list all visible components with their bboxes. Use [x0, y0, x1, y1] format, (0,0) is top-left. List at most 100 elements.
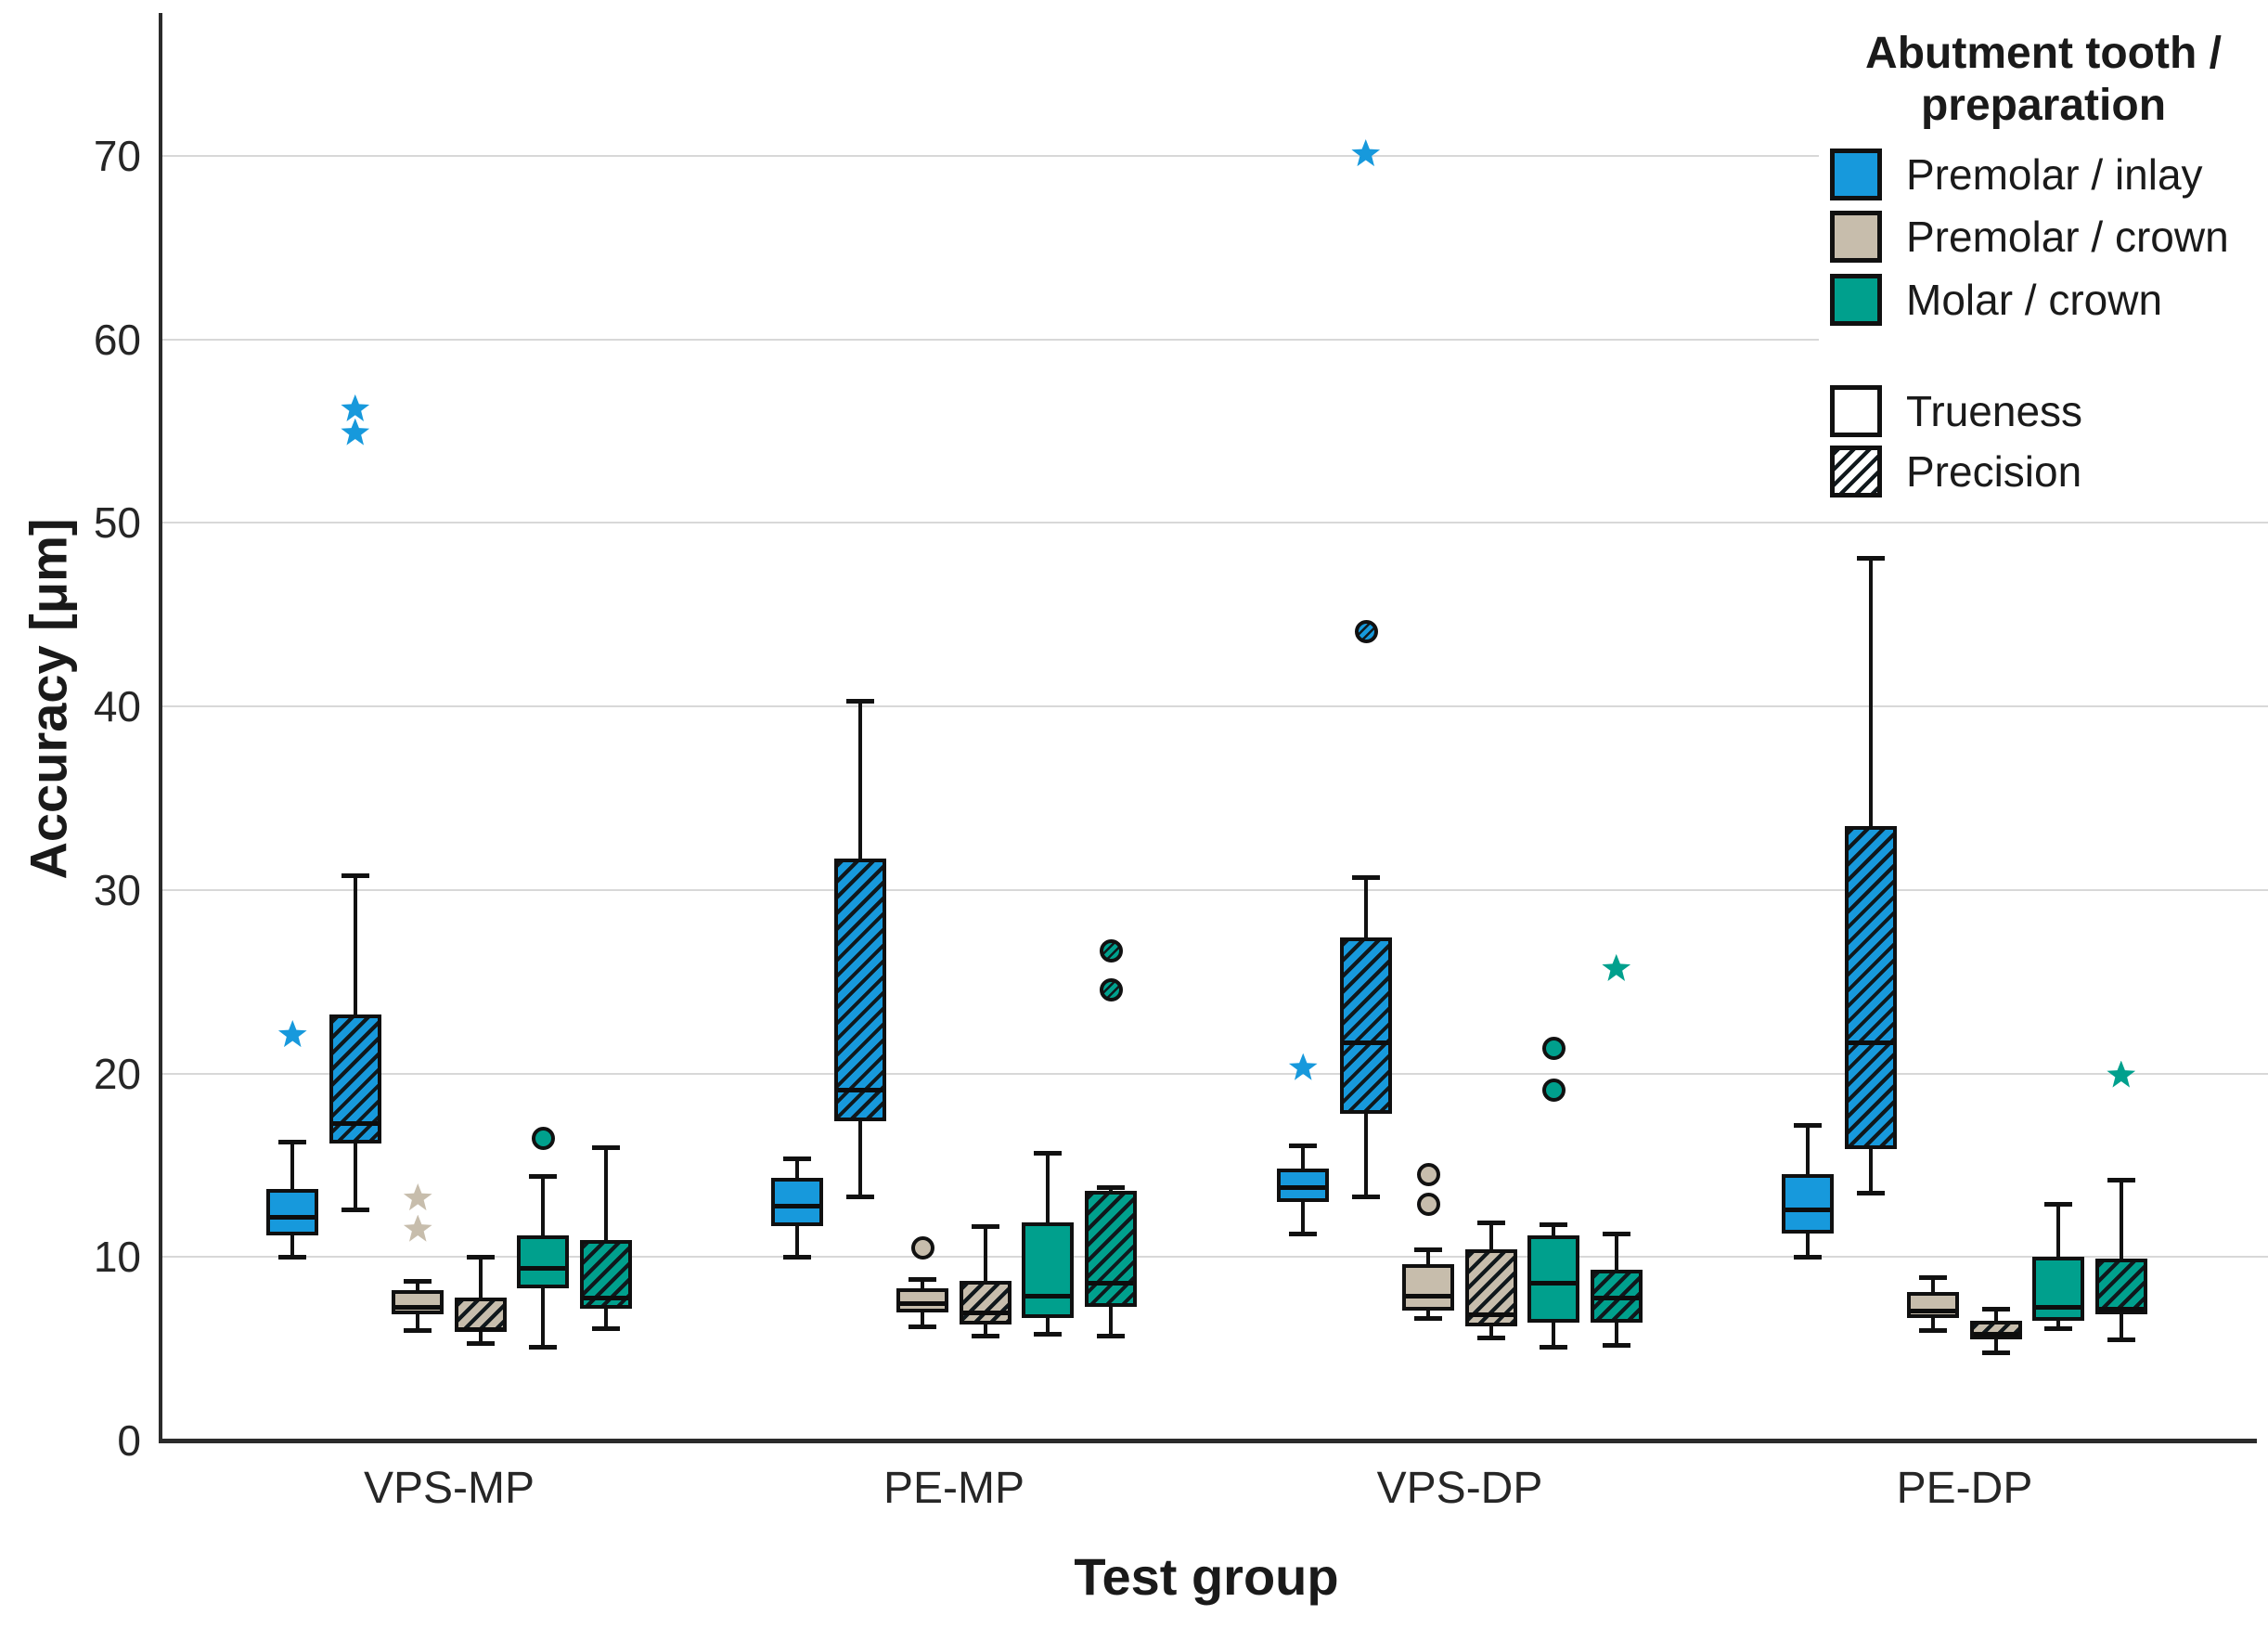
y-tick-label-10: 10 [93, 1233, 141, 1281]
y-tick-label-40: 40 [93, 682, 141, 730]
y-tick-label-60: 60 [93, 316, 141, 364]
x-tick-label-PE-MP: PE-MP [883, 1464, 1024, 1513]
whisker-cap-low [278, 1255, 307, 1260]
legend: Abutment tooth / preparation Premolar / … [1819, 15, 2268, 521]
legend-item-label: Precision [1906, 447, 2082, 496]
legend-item-precision: Precision [1830, 444, 2081, 499]
whisker-cap-low [466, 1341, 495, 1347]
outlier-circle [1542, 1079, 1566, 1103]
whisker-cap-low [1351, 1195, 1380, 1200]
legend-item-molar-crown: Molar / crown [1830, 272, 2162, 328]
median-line [1281, 1185, 1326, 1191]
median-line [1973, 1332, 2018, 1337]
whisker-cap-high [1289, 1143, 1318, 1148]
median-line [1025, 1293, 1071, 1299]
legend-color-swatch [1830, 149, 1882, 200]
whisker-cap-high [1981, 1306, 2010, 1312]
outlier-star [277, 1020, 307, 1048]
median-line [1911, 1308, 1956, 1313]
box [1402, 1264, 1455, 1311]
box [833, 859, 886, 1121]
legend-pattern-swatch [1830, 385, 1882, 437]
median-line [962, 1310, 1008, 1315]
y-tick-label-0: 0 [117, 1416, 141, 1465]
whisker-cap-low [1289, 1231, 1318, 1236]
whisker-cap-low [845, 1195, 874, 1200]
whisker-cap-low [1476, 1336, 1505, 1341]
outlier-circle [911, 1236, 935, 1260]
legend-title: Abutment tooth / preparation [1819, 28, 2268, 132]
median-line [1531, 1281, 1577, 1286]
whisker-cap-low [908, 1324, 937, 1330]
whisker-cap-high [1919, 1275, 1948, 1281]
box [392, 1289, 445, 1314]
whisker-cap-low [971, 1334, 999, 1339]
box [1590, 1270, 1643, 1324]
outlier-star [341, 418, 370, 446]
outlier-star [1288, 1053, 1318, 1080]
outlier-circle [1354, 620, 1378, 644]
legend-item-label: Trueness [1906, 387, 2083, 435]
gridline-20 [162, 1073, 2268, 1075]
gridline-30 [162, 889, 2268, 891]
gridline-70 [162, 155, 2268, 157]
median-line [1593, 1295, 1639, 1300]
legend-color-swatch [1830, 211, 1882, 263]
box [1339, 937, 1392, 1115]
y-tick-label-20: 20 [93, 1050, 141, 1098]
gridline-60 [162, 339, 2268, 341]
whisker-cap-low [591, 1326, 620, 1332]
whisker-cap-low [1096, 1334, 1125, 1339]
box [1844, 825, 1897, 1149]
box [329, 1014, 381, 1144]
outlier-star [403, 1214, 432, 1242]
median-line [332, 1121, 378, 1126]
median-line [837, 1088, 883, 1093]
whisker-cap-low [1034, 1332, 1063, 1337]
box [2032, 1257, 2085, 1322]
legend-item-label: Molar / crown [1906, 276, 2163, 324]
legend-item-premolar-inlay: Premolar / inlay [1830, 147, 2203, 202]
whisker-cap-low [1794, 1255, 1823, 1260]
median-line [521, 1266, 566, 1272]
whisker-cap-low [1602, 1343, 1630, 1349]
box [771, 1178, 824, 1226]
whisker-cap-low [783, 1255, 812, 1260]
x-tick-label-VPS-DP: VPS-DP [1376, 1464, 1543, 1513]
whisker-cap-high [845, 699, 874, 704]
whisker-cap-high [1351, 875, 1380, 881]
whisker-cap-high [591, 1144, 620, 1150]
y-tick-label-70: 70 [93, 132, 141, 180]
whisker-cap-low [529, 1345, 558, 1350]
whisker-cap-low [1540, 1345, 1568, 1350]
x-tick-label-VPS-MP: VPS-MP [363, 1464, 535, 1513]
y-tick-label-50: 50 [93, 498, 141, 547]
outlier-star [1602, 953, 1631, 981]
outlier-star [403, 1183, 432, 1211]
legend-title-line1: Abutment tooth / [1865, 29, 2222, 78]
median-line [1785, 1207, 1831, 1212]
whisker-cap-high [783, 1156, 812, 1161]
whisker-cap-high [1540, 1221, 1568, 1227]
whisker-cap-low [2044, 1326, 2073, 1332]
box [1527, 1234, 1580, 1324]
median-line [2036, 1304, 2081, 1310]
median-line [457, 1327, 503, 1333]
median-line [1406, 1293, 1451, 1299]
median-line [395, 1304, 441, 1310]
median-line [270, 1214, 316, 1220]
outlier-circle [532, 1126, 556, 1150]
whisker-cap-low [1981, 1350, 2010, 1356]
whisker-cap-high [1856, 556, 1885, 561]
whisker-cap-high [1414, 1247, 1443, 1253]
y-tick-label-30: 30 [93, 866, 141, 914]
x-axis-title: Test group [1074, 1547, 1339, 1606]
whisker-cap-high [404, 1278, 432, 1284]
legend-item-label: Premolar / inlay [1906, 150, 2203, 199]
box [1022, 1221, 1075, 1318]
whisker-cap-high [529, 1174, 558, 1180]
whisker-cap-low [404, 1328, 432, 1334]
x-tick-label-PE-DP: PE-DP [1896, 1464, 2033, 1513]
outlier-circle [1099, 939, 1123, 963]
median-line [1848, 1040, 1893, 1045]
